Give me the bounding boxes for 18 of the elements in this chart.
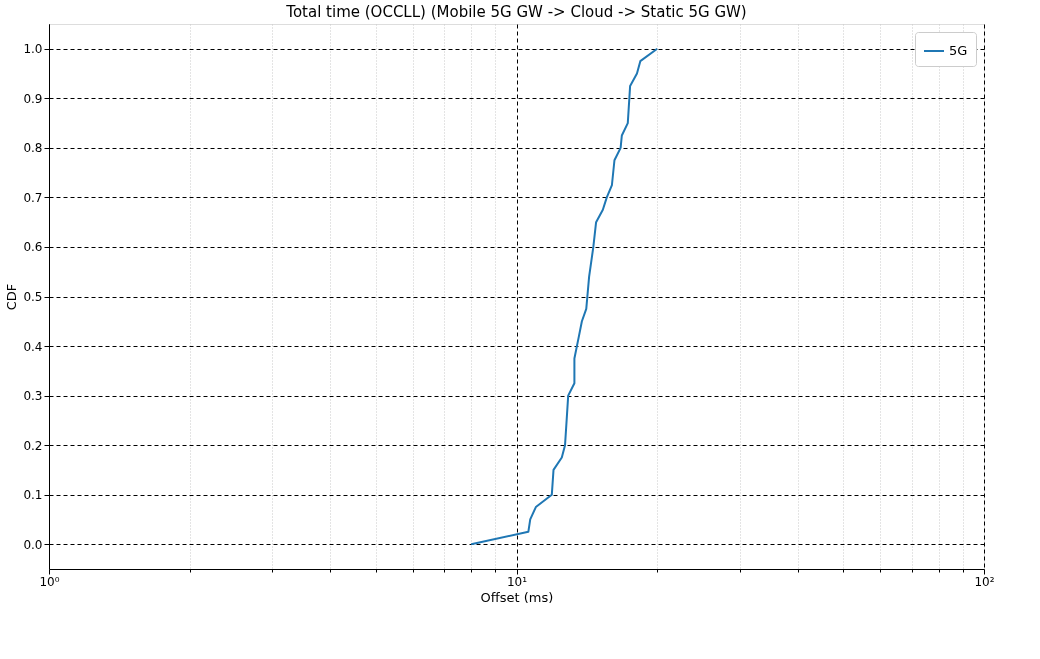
- y-axis-title: CDF: [4, 283, 20, 311]
- y-tick-label: 0.2: [23, 438, 43, 453]
- x-tick-label: 10⁰: [39, 574, 60, 589]
- y-tick-label: 0.1: [23, 488, 43, 503]
- y-tick-label: 1.0: [23, 42, 43, 57]
- x-axis-title: Offset (ms): [480, 589, 554, 605]
- y-tick-label: 0.4: [23, 339, 43, 354]
- y-tick-label: 0.0: [23, 537, 43, 552]
- x-tick-label: 10²: [974, 574, 995, 589]
- y-tick-label: 0.3: [23, 389, 43, 404]
- x-tick-label: 10¹: [506, 574, 528, 589]
- chart-title: Total time (OCCLL) (Mobile 5G GW -> Cloud -> Static 5G GW): [285, 3, 747, 21]
- y-tick-label: 0.6: [23, 240, 43, 255]
- legend-label: 5G: [949, 43, 968, 58]
- y-tick-label: 0.5: [23, 290, 43, 304]
- y-tick-label: 0.8: [23, 141, 43, 156]
- y-tick-label: 0.9: [23, 91, 43, 106]
- y-tick-label: 0.7: [23, 190, 43, 205]
